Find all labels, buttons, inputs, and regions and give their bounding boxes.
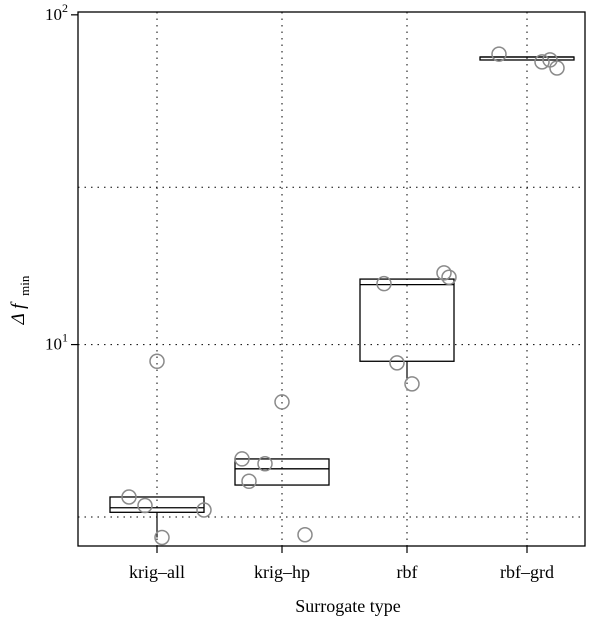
- plot-frame: [77, 11, 586, 547]
- grid-lines: [78, 12, 585, 546]
- data-point-2: [149, 353, 165, 370]
- axes: 101 102 krig–all krig–hp rbf rbf–grd: [45, 1, 554, 582]
- box-body-0: [109, 496, 205, 513]
- data-point-3: [154, 529, 170, 546]
- y-axis-label-sub: min: [17, 275, 32, 296]
- data-point-13: [436, 265, 452, 281]
- data-point-10: [376, 275, 392, 292]
- y-tick-label-0: 101: [45, 331, 68, 354]
- data-point-9: [297, 527, 313, 543]
- x-axis-label: Surrogate type: [295, 596, 400, 616]
- data-point-0: [121, 489, 137, 505]
- data-point-8: [274, 394, 290, 410]
- box-3: [479, 56, 575, 61]
- x-tick-label-0: krig–all: [129, 562, 185, 582]
- box-body-2: [359, 278, 455, 362]
- boxes: [109, 56, 575, 538]
- x-tick-label-3: rbf–grd: [500, 562, 554, 582]
- data-point-4: [196, 502, 212, 518]
- data-point-18: [549, 60, 565, 76]
- data-point-12: [404, 376, 420, 392]
- data-point-15: [491, 46, 507, 62]
- data-points: [121, 46, 565, 546]
- data-point-7: [257, 456, 273, 472]
- data-point-11: [389, 355, 405, 371]
- data-point-1: [137, 497, 153, 514]
- box-body-1: [234, 458, 330, 486]
- box-1: [234, 458, 330, 486]
- x-tick-label-2: rbf: [397, 562, 418, 582]
- y-tick-label-1: 102: [45, 1, 68, 24]
- y-axis-label: Δ f min: [8, 275, 32, 325]
- y-axis-label-main: Δ f: [8, 301, 29, 326]
- data-point-14: [441, 269, 457, 286]
- box-2: [359, 278, 455, 381]
- x-tick-label-1: krig–hp: [254, 562, 310, 582]
- data-point-16: [534, 54, 550, 70]
- data-point-6: [241, 473, 257, 490]
- data-point-5: [234, 451, 250, 467]
